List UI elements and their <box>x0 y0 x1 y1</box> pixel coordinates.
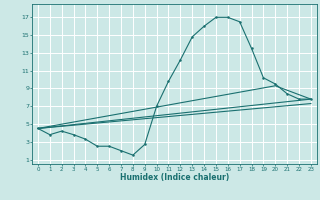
X-axis label: Humidex (Indice chaleur): Humidex (Indice chaleur) <box>120 173 229 182</box>
